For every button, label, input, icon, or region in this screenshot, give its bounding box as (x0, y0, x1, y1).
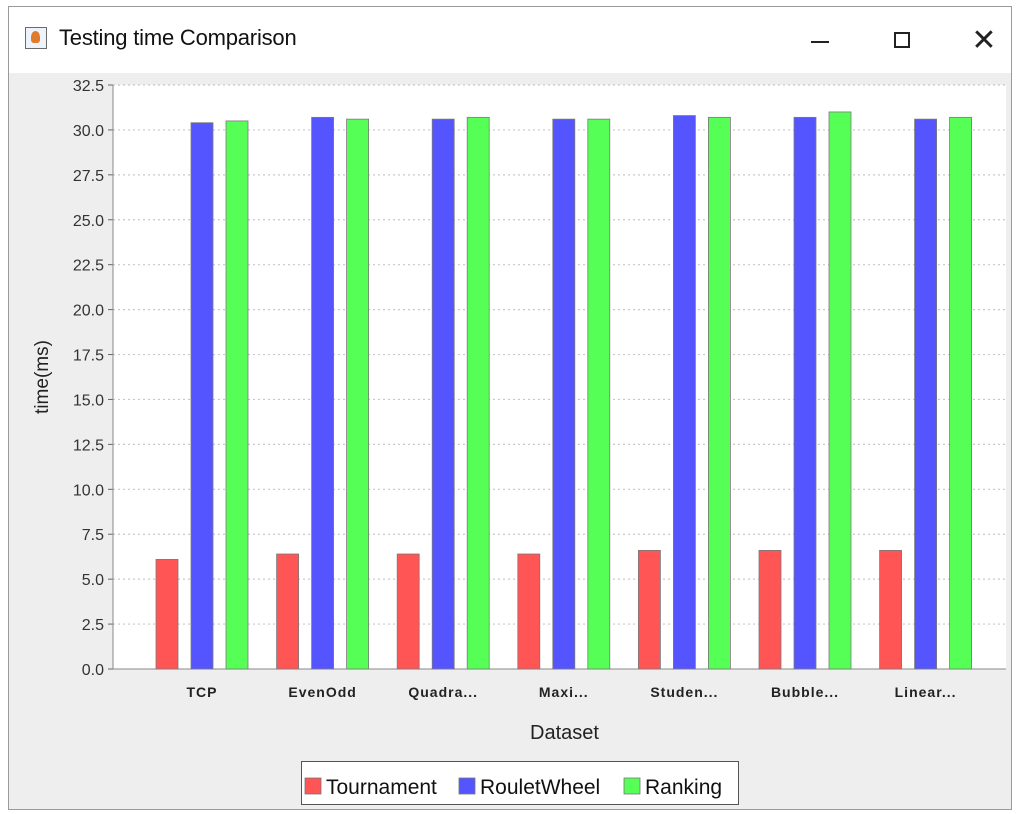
y-tick-label: 12.5 (73, 437, 104, 454)
close-button[interactable]: ✕ (961, 17, 1007, 63)
y-tick-label: 10.0 (73, 482, 104, 499)
maximize-button[interactable] (879, 17, 925, 63)
y-tick-label: 5.0 (82, 572, 104, 589)
y-tick-label: 0.0 (82, 662, 104, 679)
y-tick-label: 2.5 (82, 617, 104, 634)
bar-tournament (396, 553, 420, 670)
legend (301, 761, 739, 805)
legend-swatch-tournament (304, 777, 322, 795)
window-title: Testing time Comparison (59, 25, 297, 50)
bar-roulette (673, 115, 696, 670)
java-app-icon (25, 27, 47, 49)
y-tick-label: 27.5 (73, 168, 104, 185)
minimize-button[interactable] (797, 17, 843, 63)
bar-tournament (517, 553, 541, 670)
x-tick-label: Quadra... (408, 684, 478, 700)
x-tick-label: EvenOdd (288, 684, 356, 700)
bar-roulette (311, 116, 335, 670)
maximize-icon (894, 32, 910, 48)
bar-tournament (879, 550, 902, 670)
legend-label-ranking: Ranking (645, 776, 722, 799)
x-tick-label: TCP (187, 684, 218, 700)
y-tick-label: 15.0 (73, 392, 104, 409)
x-tick-label: Maxi... (539, 684, 589, 700)
bar-ranking (346, 118, 370, 670)
legend-label-tournament: Tournament (326, 776, 437, 799)
bar-roulette (552, 118, 576, 670)
y-tick-label: 22.5 (73, 258, 104, 275)
x-tick-label: Studen... (650, 684, 718, 700)
bar-tournament (758, 550, 782, 670)
y-tick-label: 17.5 (73, 348, 104, 365)
bar-roulette (914, 118, 937, 670)
bar-tournament (638, 550, 661, 670)
bar-ranking (587, 118, 611, 670)
bar-tournament (276, 553, 300, 670)
y-tick-label: 30.0 (73, 123, 104, 140)
minimize-icon (811, 41, 829, 43)
title-bar: Testing time Comparison ✕ (9, 7, 1011, 73)
close-icon: ✕ (971, 23, 997, 57)
y-tick-label: 7.5 (82, 527, 104, 544)
legend-swatch-ranking (623, 777, 641, 795)
y-tick-label: 32.5 (73, 78, 104, 95)
bar-roulette (431, 118, 455, 670)
x-axis-label: Dataset (530, 722, 599, 744)
x-tick-label: Linear... (895, 684, 957, 700)
bar-roulette (190, 122, 214, 670)
legend-swatch-roulette (458, 777, 476, 795)
bar-ranking (225, 120, 249, 670)
bar-ranking (949, 116, 972, 670)
y-tick-label: 20.0 (73, 303, 104, 320)
bar-ranking (708, 116, 731, 670)
y-tick-label: 25.0 (73, 213, 104, 230)
y-axis-label: time(ms) (32, 340, 53, 414)
bar-ranking (466, 116, 490, 670)
bar-tournament (155, 558, 179, 670)
bar-ranking (828, 111, 852, 670)
bar-roulette (793, 116, 817, 670)
legend-label-roulette: RouletWheel (480, 776, 600, 799)
x-tick-label: Bubble... (771, 684, 839, 700)
